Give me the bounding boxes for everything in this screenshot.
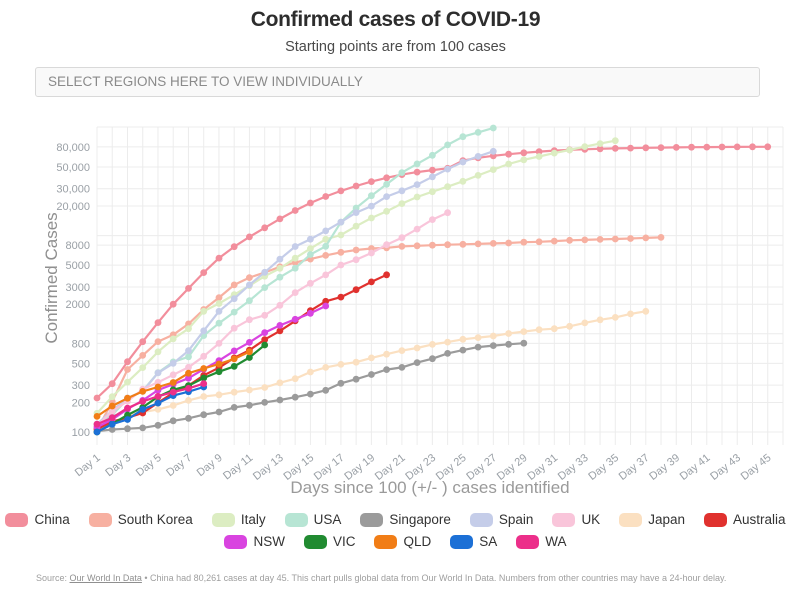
svg-text:20,000: 20,000: [56, 201, 90, 213]
legend-label: South Korea: [117, 512, 193, 527]
legend-label: QLD: [403, 534, 432, 549]
legend-label: Japan: [648, 512, 685, 527]
legend-row-countries: China South Korea Italy USA Singapore Spain UK…: [0, 512, 791, 527]
legend-swatch: [450, 534, 474, 549]
legend-item-italy[interactable]: Italy: [211, 512, 266, 527]
legend-item-japan[interactable]: Japan: [619, 512, 685, 527]
region-select-input[interactable]: SELECT REGIONS HERE TO VIEW INDIVIDUALLY: [35, 67, 760, 97]
svg-text:800: 800: [72, 338, 90, 350]
legend-label: UK: [581, 512, 601, 527]
legend-swatch: [552, 512, 576, 527]
y-axis-title: Confirmed Cases: [42, 212, 61, 344]
series-wa[interactable]: [93, 380, 208, 428]
legend-swatch: [360, 512, 384, 527]
svg-text:Day 7: Day 7: [164, 452, 194, 479]
svg-text:500: 500: [72, 358, 90, 370]
series-sa[interactable]: [93, 383, 208, 436]
svg-text:300: 300: [72, 380, 90, 392]
legend-label: USA: [313, 512, 342, 527]
x-axis-title: Days since 100 (+/- ) cases identified: [290, 478, 570, 497]
svg-text:Day 1: Day 1: [73, 452, 103, 479]
footer-source-link[interactable]: Our World In Data: [69, 573, 142, 583]
svg-text:5000: 5000: [66, 260, 90, 272]
legend-row-states: NSW VIC QLD SA WA: [0, 534, 791, 549]
legend-swatch: [284, 512, 308, 527]
legend-swatch: [211, 512, 235, 527]
legend-item-singapore[interactable]: Singapore: [360, 512, 451, 527]
legend-label: Australia: [733, 512, 786, 527]
svg-text:200: 200: [72, 397, 90, 409]
svg-text:3000: 3000: [66, 282, 90, 294]
legend-swatch: [704, 512, 727, 527]
legend-item-sa[interactable]: SA: [450, 534, 497, 549]
y-axis-tick-labels: 80,000 50,000 30,000 20,000 8000 5000 3000 2000…: [56, 142, 90, 439]
legend-item-vic[interactable]: VIC: [303, 534, 356, 549]
legend-item-china[interactable]: China: [5, 512, 70, 527]
legend-label: VIC: [332, 534, 356, 549]
svg-text:100: 100: [72, 427, 90, 439]
footer-text: • China had 80,261 cases at day 45. This…: [141, 573, 727, 583]
legend-swatch: [303, 534, 327, 549]
legend-label: Singapore: [389, 512, 451, 527]
svg-text:Day 9: Day 9: [195, 452, 225, 479]
series-australia[interactable]: [93, 271, 390, 433]
legend-item-spain[interactable]: Spain: [469, 512, 534, 527]
legend-label: NSW: [253, 534, 285, 549]
svg-text:2000: 2000: [66, 299, 90, 311]
legend-item-qld[interactable]: QLD: [374, 534, 431, 549]
svg-text:Day 3: Day 3: [103, 452, 133, 479]
series-japan[interactable]: [93, 307, 650, 434]
legend-swatch: [374, 534, 398, 549]
svg-text:80,000: 80,000: [56, 142, 90, 154]
legend-item-wa[interactable]: WA: [516, 534, 567, 549]
footer-source-prefix: Source:: [36, 573, 70, 583]
legend-label: SA: [479, 534, 498, 549]
legend-swatch: [516, 534, 540, 549]
legend-swatch: [88, 512, 112, 527]
legend-label: WA: [545, 534, 567, 549]
legend-item-australia[interactable]: Australia: [704, 512, 786, 527]
legend-swatch: [619, 512, 643, 527]
legend-label: Spain: [498, 512, 534, 527]
legend-item-south-korea[interactable]: South Korea: [88, 512, 193, 527]
svg-text:Day 5: Day 5: [134, 452, 164, 479]
chart-legend: China South Korea Italy USA Singapore Spain UK…: [0, 512, 791, 556]
page-subtitle: Starting points are from 100 cases: [285, 39, 506, 55]
legend-item-nsw[interactable]: NSW: [224, 534, 285, 549]
footer-note: Source: Our World In Data • China had 80…: [36, 573, 726, 583]
svg-text:50,000: 50,000: [56, 162, 90, 174]
legend-item-usa[interactable]: USA: [284, 512, 342, 527]
page-title: Confirmed cases of COVID-19: [250, 8, 541, 31]
legend-item-uk[interactable]: UK: [552, 512, 600, 527]
svg-text:8000: 8000: [66, 240, 90, 252]
legend-swatch: [469, 512, 493, 527]
legend-swatch: [5, 512, 29, 527]
legend-label: Italy: [240, 512, 266, 527]
series-qld[interactable]: [93, 348, 253, 420]
svg-text:30,000: 30,000: [56, 184, 90, 196]
series-singapore[interactable]: [93, 339, 528, 435]
legend-label: China: [34, 512, 70, 527]
legend-swatch: [224, 534, 248, 549]
